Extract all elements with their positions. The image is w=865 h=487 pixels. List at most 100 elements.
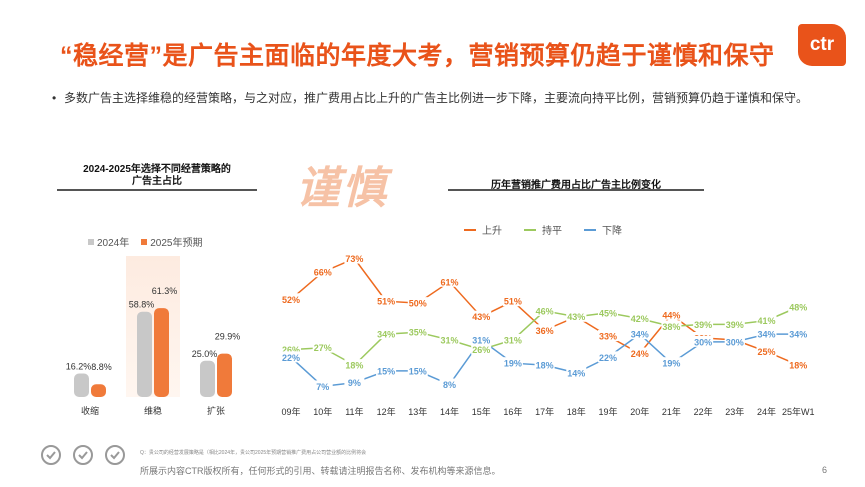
point-label: 51% <box>504 297 522 307</box>
point-label-bg <box>376 364 397 376</box>
point-label: 50% <box>409 299 427 309</box>
point-label: 15% <box>409 366 427 376</box>
point-label: 22% <box>282 353 300 363</box>
point-label: 31% <box>440 335 458 345</box>
line-chart-legend: 上升 持平 下降 <box>464 222 622 237</box>
point-label-bg <box>756 314 777 326</box>
point-label: 45% <box>599 308 617 318</box>
point-label: 30% <box>694 337 712 347</box>
line-chart-title-underline <box>448 189 704 191</box>
point-label: 18% <box>536 361 554 371</box>
point-label: 44% <box>662 310 680 320</box>
point-label-bg <box>502 295 523 307</box>
point-label: 35% <box>409 328 427 338</box>
page-title: “稳经营”是广告主面临的年度大考，营销预算仍趋于谨慎和保守 <box>60 42 775 70</box>
watermark-text: 谨慎 <box>296 163 388 214</box>
point-label-bg <box>629 347 650 359</box>
summary-text: 多数广告主选择维稳的经营策略，与之对应，推广费用占比上升的广告主比例进一步下降，… <box>64 91 809 105</box>
x-tick-label: 21年 <box>662 406 681 417</box>
line-chart: 52% 66% 73% 51% 50% 61% 43% 51% 36% 43% 33% 24% 44% 3… <box>281 252 814 417</box>
x-tick-label: 16年 <box>503 406 522 417</box>
point-label: 27% <box>314 343 332 353</box>
point-label-bg <box>439 275 460 287</box>
point-label-bg <box>344 376 365 388</box>
bar-value-label: 25.0% <box>192 349 218 359</box>
point-label-bg <box>376 328 397 340</box>
bar-value-label: 58.8% <box>129 300 155 310</box>
point-label: 31% <box>504 335 522 345</box>
certification-badge-icon <box>41 445 61 465</box>
point-label-bg <box>281 293 301 305</box>
bar-chart-legend: 2024年 2025年预期 <box>88 234 203 249</box>
bar-category-label: 收缩 <box>81 405 99 416</box>
point-label: 14% <box>567 368 585 378</box>
x-tick-label: 12年 <box>377 406 396 417</box>
point-label: 51% <box>377 297 395 307</box>
point-label: 34% <box>631 330 649 340</box>
point-label: 36% <box>536 326 554 336</box>
question-footnote: Q：贵公司的经营发展策略是（相比2024年，贵公司2025年预期营销推广费用占公… <box>140 450 367 456</box>
point-label-bg <box>566 310 587 322</box>
bar-category-label: 维稳 <box>144 405 162 416</box>
legend-flat-label: 持平 <box>542 226 562 237</box>
point-label: 34% <box>377 330 395 340</box>
point-label: 19% <box>662 359 680 369</box>
x-tick-label: 19年 <box>598 406 617 417</box>
point-label: 48% <box>789 303 807 313</box>
copyright-notice: 所展示内容CTR版权所有，任何形式的引用、转载请注明报告名称、发布机构等来源信息… <box>140 466 501 476</box>
point-label-bg <box>502 333 523 345</box>
point-label-bg <box>661 357 682 369</box>
x-tick-label: 11年 <box>345 406 363 417</box>
point-label-bg <box>788 359 809 371</box>
ctr-logo: ctr <box>798 24 846 66</box>
bar-value-label: 61.3% <box>152 286 178 296</box>
point-label: 34% <box>757 330 775 340</box>
x-tick-label: 24年 <box>757 406 776 417</box>
point-label-bg <box>756 328 777 340</box>
point-label: 26% <box>472 345 490 355</box>
point-label: 41% <box>757 316 775 326</box>
point-label: 52% <box>282 295 300 305</box>
point-label-bg <box>502 357 523 369</box>
point-label-bg <box>534 304 555 316</box>
point-label-bg <box>439 333 460 345</box>
point-label: 73% <box>345 254 363 264</box>
x-tick-label: 14年 <box>440 406 459 417</box>
legend-2024: 2024年 <box>88 234 129 249</box>
point-label-bg <box>407 364 428 376</box>
point-label-bg <box>471 343 492 355</box>
point-label: 18% <box>345 361 363 371</box>
point-label: 19% <box>504 359 522 369</box>
point-label: 43% <box>567 312 585 322</box>
x-tick-label: 20年 <box>630 406 649 417</box>
bar-chart-title-line2: 广告主占比 <box>132 176 182 187</box>
certification-badge-icon <box>73 445 93 465</box>
line-chart-title: 历年营销推广费用占比广告主比例变化 <box>491 180 661 191</box>
point-label: 66% <box>314 268 332 278</box>
point-label-bg <box>788 301 809 312</box>
legend-2025: 2025年预期 <box>141 234 203 249</box>
point-label-bg <box>471 310 492 322</box>
x-tick-label: 18年 <box>567 406 586 417</box>
point-label: 46% <box>536 306 554 316</box>
point-label: 18% <box>789 361 807 371</box>
point-label-bg <box>534 359 555 371</box>
bar-收缩-1 <box>91 384 106 397</box>
bar-value-label: 16.2% <box>66 362 92 372</box>
point-label-bg <box>281 351 301 363</box>
bullet-dot-icon: • <box>52 91 57 105</box>
point-label: 22% <box>599 353 617 363</box>
point-label: 43% <box>472 312 490 322</box>
point-label: 26% <box>282 345 300 355</box>
point-label-bg <box>344 252 365 264</box>
point-label: 7% <box>316 382 329 392</box>
point-label-bg <box>724 335 745 347</box>
legend-rise-swatch <box>464 228 476 231</box>
bar-chart-title: 2024-2025年选择不同经营策略的 广告主占比 <box>62 164 252 188</box>
point-label-bg <box>471 333 492 345</box>
point-label-bg <box>376 295 397 307</box>
point-label-bg <box>598 351 618 363</box>
point-label-bg <box>756 345 777 357</box>
point-label-bg <box>693 335 714 347</box>
legend-fall: 下降 <box>584 222 622 237</box>
